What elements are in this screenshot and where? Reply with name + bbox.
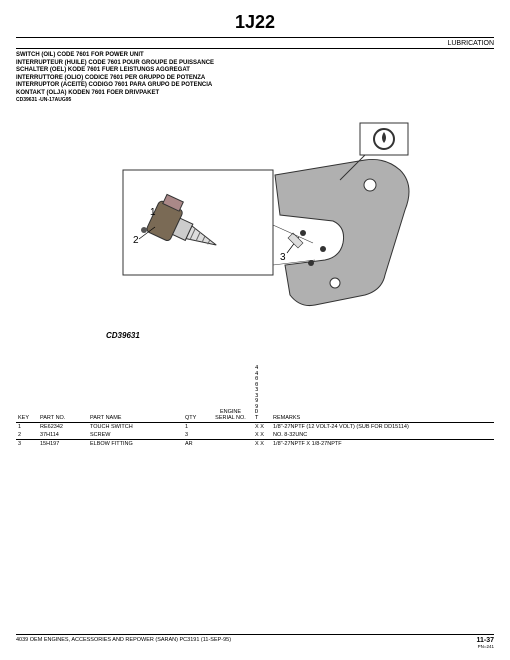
page-footer: 4039 OEM ENGINES, ACCESSORIES AND REPOWE…	[16, 634, 494, 650]
cell-key: 3	[16, 440, 38, 449]
table-row: 2 37H114 SCREW 3 X X NO. 8-32UNC	[16, 431, 494, 440]
cell-partname: TOUCH SWITCH	[88, 423, 183, 432]
cell-qty: 3	[183, 431, 208, 440]
cell-partno: RE62342	[38, 423, 88, 432]
title-line: INTERRUPTEUR (HUILE) CODE 7601 POUR GROU…	[16, 60, 494, 68]
cell-remarks: 1/8"-27NPTF (12 VOLT-24 VOLT) (SUB FOR D…	[271, 423, 494, 432]
footer-text: 4039 OEM ENGINES, ACCESSORIES AND REPOWE…	[16, 637, 231, 643]
page-code: 1J22	[16, 12, 494, 33]
cell-codes: X X	[253, 431, 271, 440]
cell-partno: 15H197	[38, 440, 88, 449]
svg-text:1: 1	[150, 207, 156, 218]
col-codes: 4 40 03 39 9D T	[253, 365, 271, 423]
cell-key: 1	[16, 423, 38, 432]
title-line: KONTAKT (OLJA) KODEN 7601 FOER DRIVPAKET	[16, 90, 494, 98]
cell-partno: 37H114	[38, 431, 88, 440]
illustration-ref: CD39631	[106, 331, 140, 340]
title-line: SWITCH (OIL) CODE 7601 FOR POWER UNIT	[16, 52, 494, 60]
table-row: 1 RE62342 TOUCH SWITCH 1 X X 1/8"-27NPTF…	[16, 423, 494, 432]
parts-table: KEY PART NO. PART NAME QTY ENGINE SERIAL…	[16, 365, 494, 448]
section-label: LUBRICATION	[16, 40, 494, 49]
title-line: INTERRUPTOR (ACEITE) CODIGO 7601 PARA GR…	[16, 82, 494, 90]
cell-key: 2	[16, 431, 38, 440]
title-line: SCHALTER (OEL) KODE 7601 FUER LEISTUNGS …	[16, 67, 494, 75]
title-line: INTERRUTTORE (OLIO) CODICE 7601 PER GRUP…	[16, 75, 494, 83]
cell-codes: X X	[253, 440, 271, 449]
cell-partname: ELBOW FITTING	[88, 440, 183, 449]
col-key: KEY	[16, 365, 38, 423]
cell-remarks: NO. 8-32UNC	[271, 431, 494, 440]
parts-illustration: 2 1 3 CD39631	[16, 115, 494, 345]
svg-text:2: 2	[133, 235, 139, 246]
cell-qty: AR	[183, 440, 208, 449]
table-row: 3 15H197 ELBOW FITTING AR X X 1/8"-27NPT…	[16, 440, 494, 449]
col-qty: QTY	[183, 365, 208, 423]
title-block: SWITCH (OIL) CODE 7601 FOR POWER UNIT IN…	[16, 52, 494, 103]
col-serial: ENGINE SERIAL NO.	[208, 365, 253, 423]
col-partno: PART NO.	[38, 365, 88, 423]
cell-codes: X X	[253, 423, 271, 432]
divider	[16, 37, 494, 38]
page-number: 11-37	[476, 637, 494, 644]
svg-text:3: 3	[280, 252, 286, 263]
cell-qty: 1	[183, 423, 208, 432]
col-partname: PART NAME	[88, 365, 183, 423]
cell-remarks: 1/8"-27NPTF X 1/8-27NPTF	[271, 440, 494, 449]
page-sub: PN=241	[478, 644, 494, 649]
reference-id: CD39631 -UN-17AUG95	[16, 97, 494, 103]
col-remarks: REMARKS	[271, 365, 494, 423]
cell-partname: SCREW	[88, 431, 183, 440]
